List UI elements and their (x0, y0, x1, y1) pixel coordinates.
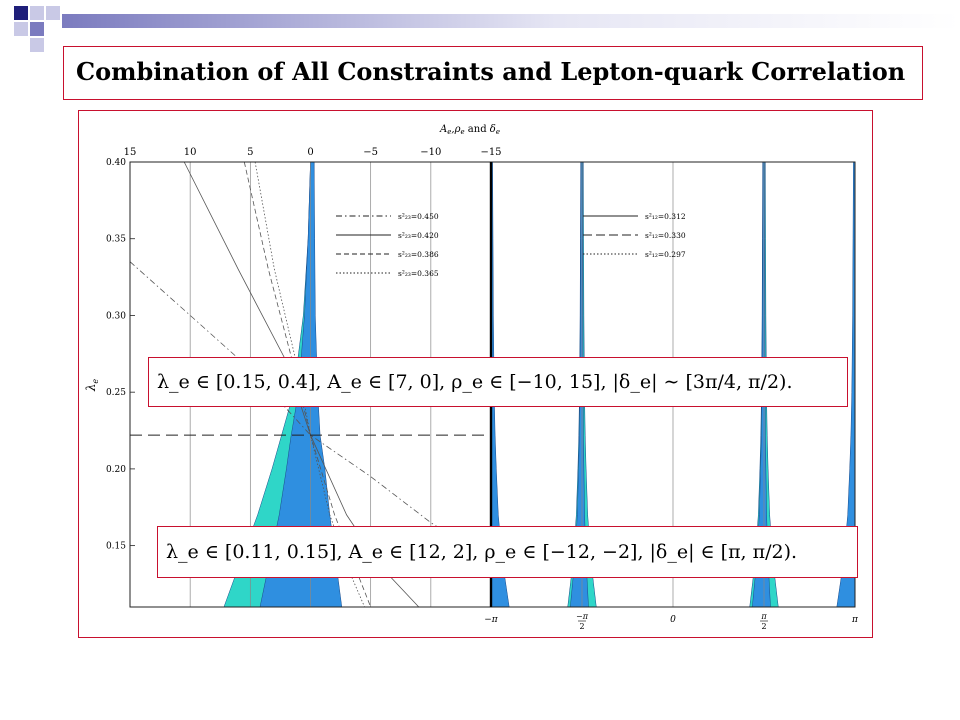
top-tick-label: −10 (420, 147, 441, 158)
right-legend-label: s²₁₂=0.330 (645, 231, 686, 240)
corner-square-2 (30, 6, 44, 20)
bottom-tick-label: −π2 (576, 612, 589, 631)
bottom-tick-label: π (851, 615, 859, 625)
bottom-tick-label: π2 (760, 612, 768, 631)
tick-denominator: 2 (761, 622, 766, 631)
tick-text: 0 (670, 615, 676, 625)
tick-denominator: 2 (579, 622, 584, 631)
top-tick-label: −15 (480, 147, 501, 158)
tick-text: −π (484, 615, 499, 625)
bottom-tick-label: 0 (670, 615, 676, 625)
tick-numerator: π (760, 612, 767, 621)
plot-border (129, 161, 856, 608)
y-tick-label: 0.40 (106, 158, 126, 168)
left-curve-4 (254, 161, 365, 608)
top-tick-label: 15 (124, 147, 137, 158)
slide-title: Combination of All Constraints and Lepto… (76, 57, 906, 86)
legend-layer: s²₂₃=0.450 s²₂₃=0.420 s²₂₃=0.386 s²₂₃=0.365… (336, 212, 686, 278)
title-box: Combination of All Constraints and Lepto… (63, 46, 923, 100)
left-legend-label: s²₂₃=0.420 (398, 231, 439, 240)
y-axis-label: λe (84, 379, 100, 393)
y-tick-label: 0.30 (106, 311, 126, 321)
corner-square-1 (14, 6, 28, 20)
top-tick-label: 0 (307, 147, 313, 158)
corner-square-3 (46, 6, 60, 20)
top-tick-label: 10 (184, 147, 197, 158)
corner-square-4 (14, 22, 28, 36)
y-tick-label: 0.25 (106, 388, 126, 398)
figure-frame (78, 110, 873, 638)
range-annotation-top: λ_e ∈ [0.15, 0.4], A_e ∈ [7, 0], ρ_e ∈ [… (148, 357, 848, 407)
tick-numerator: −π (576, 612, 589, 621)
tick-text: π (851, 615, 859, 625)
left-legend-label: s²₂₃=0.365 (398, 269, 439, 278)
top-tick-label: 5 (247, 147, 253, 158)
y-tick-label: 0.20 (106, 465, 126, 475)
top-axis-label: Ae,ρe and δe (439, 124, 500, 136)
corner-square-5 (30, 22, 44, 36)
left-legend-label: s²₂₃=0.450 (398, 212, 439, 221)
left-legend-label: s²₂₃=0.386 (398, 250, 439, 259)
top-tick-label: −5 (363, 147, 378, 158)
right-legend-label: s²₁₂=0.312 (645, 212, 686, 221)
bottom-tick-label: −π (484, 615, 499, 625)
y-tick-label: 0.15 (106, 542, 126, 552)
y-tick-label: 0.35 (106, 235, 126, 245)
right-legend-label: s²₁₂=0.297 (645, 250, 686, 259)
range-annotation-bottom: λ_e ∈ [0.11, 0.15], A_e ∈ [12, 2], ρ_e ∈… (157, 526, 858, 578)
top-gradient-bar (62, 14, 960, 28)
corner-square-6 (30, 38, 44, 52)
